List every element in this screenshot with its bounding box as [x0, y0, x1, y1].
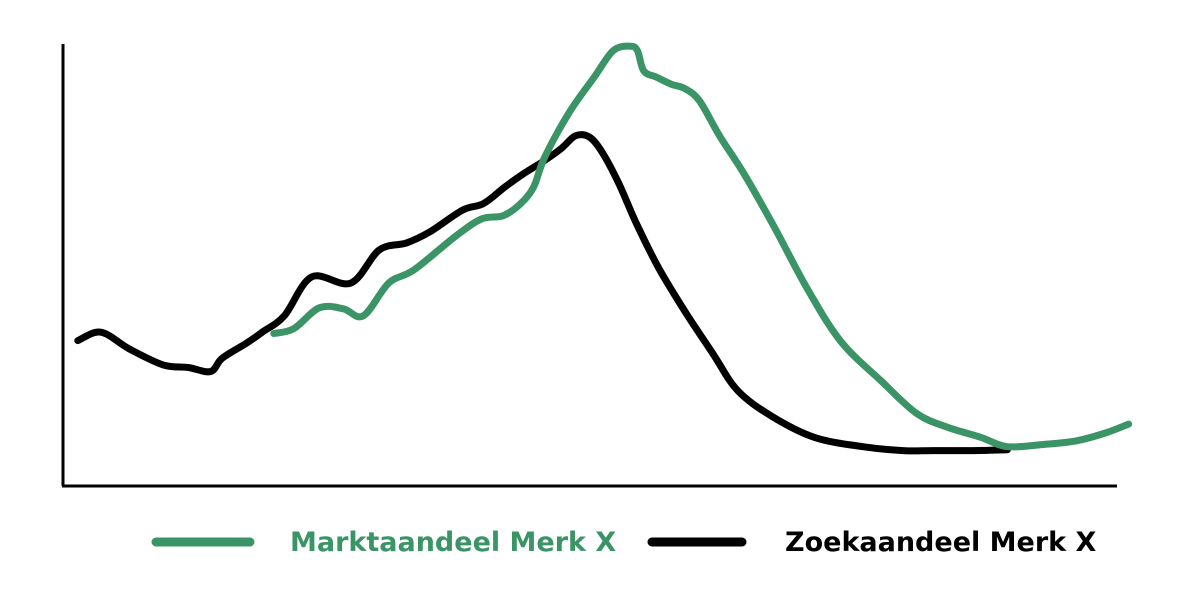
legend-label-market: Marktaandeel Merk X	[290, 527, 616, 558]
legend-label-search: Zoekaandeel Merk X	[785, 527, 1097, 558]
series-line-search-share	[74, 131, 1011, 455]
series-line-market-share	[270, 42, 1133, 451]
plot-area	[74, 42, 1133, 455]
legend: Marktaandeel Merk X Zoekaandeel Merk X	[151, 527, 1097, 558]
